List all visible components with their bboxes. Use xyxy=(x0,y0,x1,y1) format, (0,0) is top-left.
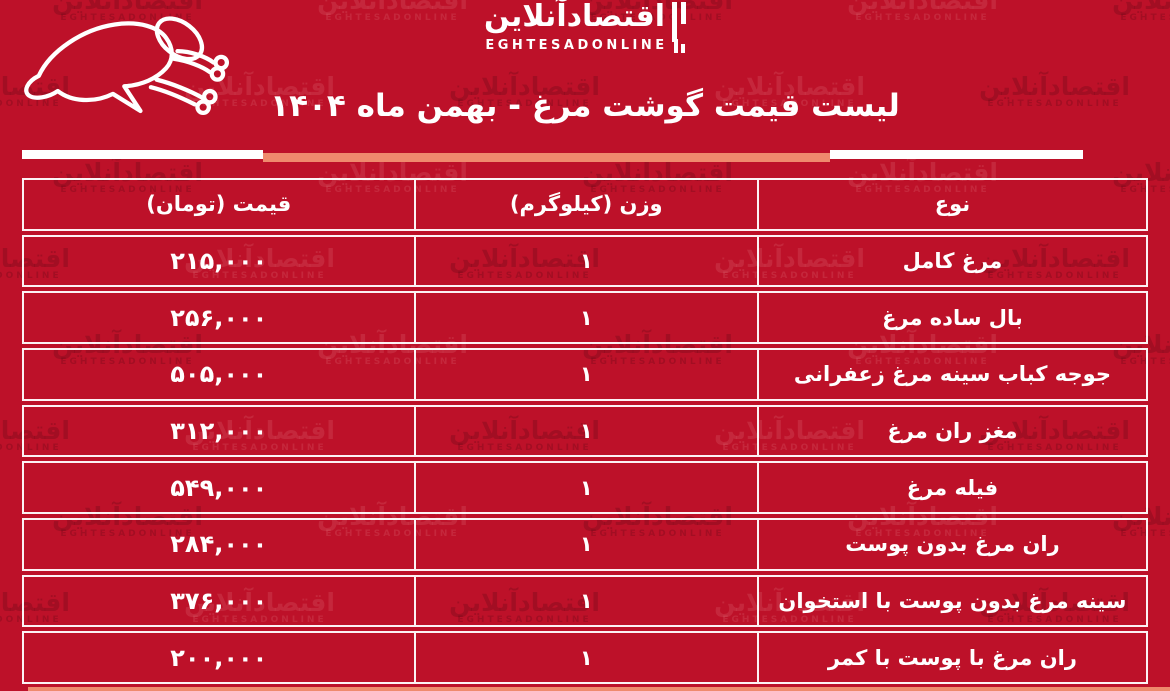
header-weight: وزن (کیلوگرم) xyxy=(416,180,759,229)
price-cell: ۳۷۶,۰۰۰ xyxy=(24,576,416,626)
weight-cell: ۱ xyxy=(416,633,759,683)
weight-cell: ۱ xyxy=(416,293,759,343)
bottom-accent-line xyxy=(28,687,1170,691)
type-cell: مرغ کامل xyxy=(902,249,1003,273)
header-type: نوع xyxy=(934,192,971,217)
weight-cell: ۱ xyxy=(416,576,759,626)
header-price: قیمت (تومان) xyxy=(24,180,416,229)
price-cell: ۳۱۲,۰۰۰ xyxy=(24,406,416,456)
logo-bars-icon xyxy=(671,0,686,42)
type-cell: سینه مرغ بدون پوست با استخوان xyxy=(778,589,1127,614)
table-row: ۳۷۶,۰۰۰ ۱ سینه مرغ بدون پوست با استخوان xyxy=(22,574,1148,628)
divider-stripe xyxy=(22,150,1083,163)
price-cell: ۲۵۶,۰۰۰ xyxy=(24,293,416,343)
type-cell: فیله مرغ xyxy=(906,475,999,500)
stripe-white-right xyxy=(830,150,1083,159)
table-row: ۲۱۵,۰۰۰ ۱ مرغ کامل xyxy=(22,234,1148,288)
type-cell: بال ساده مرغ xyxy=(882,305,1023,330)
weight-cell: ۱ xyxy=(416,350,759,399)
price-table: قیمت (تومان) وزن (کیلوگرم) نوع ۲۱۵,۰۰۰ ۱… xyxy=(22,178,1148,685)
table-row: ۳۱۲,۰۰۰ ۱ مغز ران مرغ xyxy=(22,404,1148,458)
page-title: لیست قیمت گوشت مرغ - بهمن ماه ۱۴۰۴ xyxy=(270,88,900,124)
type-cell: ران مرغ با پوست با کمر xyxy=(827,645,1077,670)
table-row: ۵۴۹,۰۰۰ ۱ فیله مرغ xyxy=(22,461,1148,515)
table-row: ۵۰۵,۰۰۰ ۱ جوجه کباب سینه مرغ زعفرانی xyxy=(22,348,1148,401)
logo-persian-text: اقتصادآنلاین xyxy=(484,0,666,34)
price-cell: ۲۱۵,۰۰۰ xyxy=(24,236,416,286)
table-row: ۲۰۰,۰۰۰ ۱ ران مرغ با پوست با کمر xyxy=(22,631,1148,685)
stripe-salmon-middle xyxy=(263,153,830,162)
price-cell: ۵۰۵,۰۰۰ xyxy=(24,350,416,399)
weight-cell: ۱ xyxy=(416,406,759,456)
table-header-row: قیمت (تومان) وزن (کیلوگرم) نوع xyxy=(22,178,1148,231)
type-cell: مغز ران مرغ xyxy=(887,419,1018,444)
price-cell: ۲۸۴,۰۰۰ xyxy=(24,520,416,569)
brand-logo: اقتصادآنلاین EGHTESADONLINE xyxy=(484,0,686,53)
logo-mini-bars-icon xyxy=(673,38,685,53)
weight-cell: ۱ xyxy=(416,463,759,513)
weight-cell: ۱ xyxy=(416,520,759,569)
chicken-illustration xyxy=(24,16,230,116)
price-cell: ۲۰۰,۰۰۰ xyxy=(24,633,416,683)
stripe-white-left xyxy=(22,150,263,159)
logo-latin-text: EGHTESADONLINE xyxy=(485,38,668,53)
type-cell: جوجه کباب سینه مرغ زعفرانی xyxy=(793,362,1111,387)
type-cell: ران مرغ بدون پوست xyxy=(845,532,1060,557)
table-row: ۲۸۴,۰۰۰ ۱ ران مرغ بدون پوست xyxy=(22,518,1148,571)
weight-cell: ۱ xyxy=(416,236,759,286)
table-row: ۲۵۶,۰۰۰ ۱ بال ساده مرغ xyxy=(22,291,1148,345)
price-cell: ۵۴۹,۰۰۰ xyxy=(24,463,416,513)
